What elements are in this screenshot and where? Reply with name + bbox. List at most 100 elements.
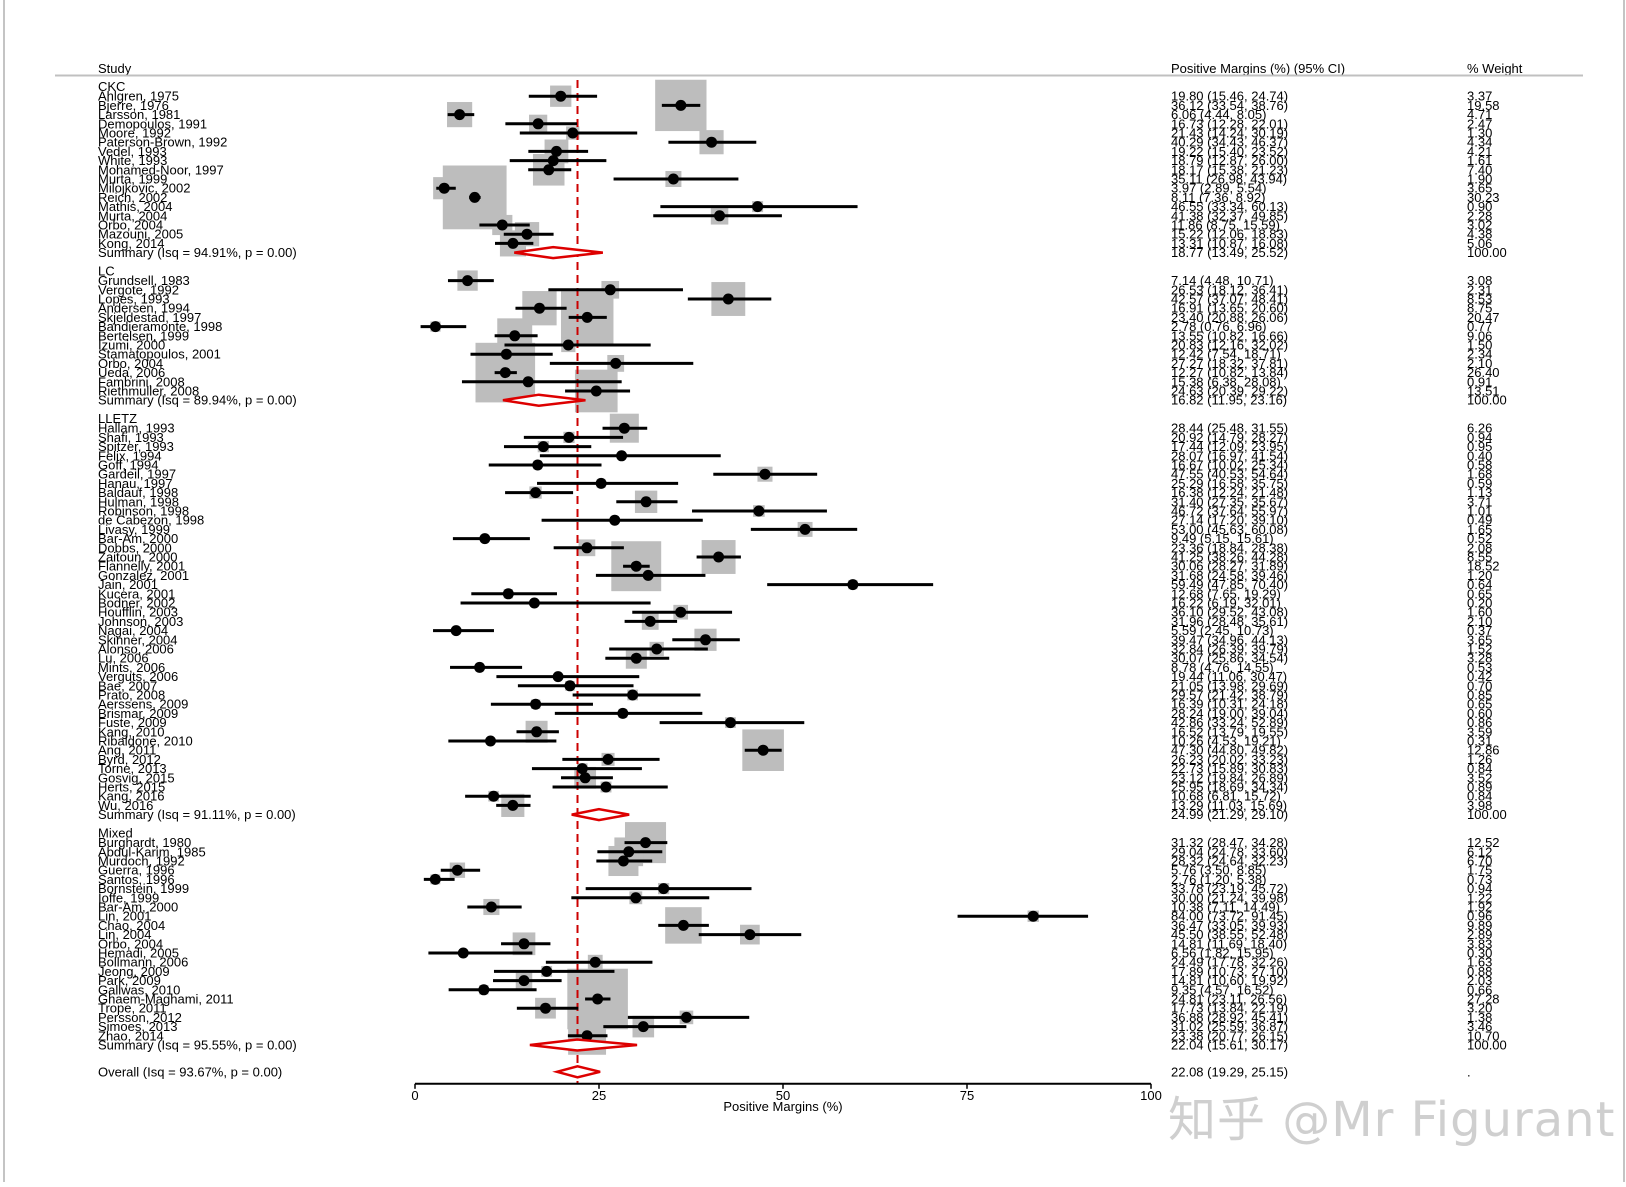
point-estimate (485, 901, 497, 913)
study-ci-text: 36.10 (29.52, 43.08) (1171, 605, 1288, 620)
study-label: de Cabezon, 1998 (98, 513, 204, 528)
point-estimate (488, 790, 500, 802)
point-estimate (581, 542, 593, 554)
point-estimate (630, 892, 642, 904)
point-estimate (602, 753, 614, 765)
header-ci: Positive Margins (%) (95% CI) (1171, 61, 1345, 76)
point-estimate (595, 477, 607, 489)
point-estimate (675, 606, 687, 618)
study-label: Bar-Am, 2000 (98, 531, 178, 546)
study-weight-text: 2.28 (1467, 208, 1492, 223)
overall-weight-text: . (1467, 1064, 1471, 1079)
study-weight-text: 8.53 (1467, 292, 1492, 307)
study-label: Trope, 2011 (98, 1001, 167, 1016)
study-label: Aerssens, 2009 (98, 697, 188, 712)
study-weight-text: 0.91 (1467, 374, 1492, 389)
study-ci-text: 30.00 (21.24, 39.98) (1171, 890, 1288, 905)
point-estimate (617, 855, 629, 867)
point-estimate (500, 348, 512, 360)
study-label: Hallam, 1993 (98, 421, 175, 436)
study-label: Ioffe, 1999 (98, 890, 159, 905)
study-ci-text: 26.23 (20.02, 33.23) (1171, 752, 1288, 767)
study-ci-text: 41.25 (38.26, 44.28) (1171, 550, 1288, 565)
point-estimate (642, 569, 654, 581)
study-ci-text: 17.44 (12.09, 23.95) (1171, 439, 1288, 454)
study-label: Stamatopoulos, 2001 (98, 347, 221, 362)
point-estimate (706, 136, 718, 148)
study-weight-text: 18.52 (1467, 559, 1500, 574)
study-ci-text: 16.22 (6.19, 32.01) (1171, 596, 1281, 611)
study-label: Murta, 1999 (98, 172, 167, 187)
study-ci-text: 22.73 (15.89, 30.83) (1171, 761, 1288, 776)
study-ci-text: 36.12 (33.54, 38.76) (1171, 98, 1288, 113)
point-estimate (640, 837, 652, 849)
study-weight-text: 0.20 (1467, 596, 1492, 611)
study-ci-text: 2.78 (0.76, 6.96) (1171, 319, 1266, 334)
summary-diamond (502, 393, 586, 407)
study-weight-text: 8.75 (1467, 301, 1492, 316)
study-weight-text: 0.49 (1467, 513, 1492, 528)
point-estimate (630, 652, 642, 664)
study-ci-text: 23.12 (19.84, 26.89) (1171, 770, 1288, 785)
study-weight-text: 0.65 (1467, 697, 1492, 712)
study-label: Alonso, 2006 (98, 642, 174, 657)
study-label: Andersen, 1994 (98, 301, 190, 316)
study-ci-text: 21.05 (13.98, 29.69) (1171, 678, 1288, 693)
summary-weight-text: 100.00 (1467, 807, 1507, 822)
summary-ci-text: 24.99 (21.29, 29.10) (1171, 807, 1288, 822)
study-label: Flannelly, 2001 (98, 559, 185, 574)
study-ci-text: 32.84 (26.39, 39.79) (1171, 642, 1288, 657)
point-estimate (744, 929, 756, 941)
study-weight-text: 0.94 (1467, 430, 1492, 445)
study-label: Kucera, 2001 (98, 586, 175, 601)
study-weight-text: 9.89 (1467, 918, 1492, 933)
point-estimate (564, 680, 576, 692)
point-estimate (532, 118, 544, 130)
study-weight-text: 13.51 (1467, 384, 1500, 399)
x-tick-label: 100 (1140, 1088, 1162, 1103)
study-ci-text: 39.47 (34.96, 44.13) (1171, 632, 1288, 647)
study-label: Wu, 2016 (98, 798, 153, 813)
study-ci-text: 16.39 (10.31, 24.18) (1171, 697, 1288, 712)
study-ci-text: 10.68 (6.81, 15.72) (1171, 789, 1281, 804)
point-estimate (640, 496, 652, 508)
summary-weight-text: 100.00 (1467, 245, 1507, 260)
study-weight-text: 7.40 (1467, 162, 1492, 177)
study-ci-text: 8.11 (7.36, 8.92) (1171, 190, 1265, 205)
study-ci-text: 15.22 (12.06, 18.83) (1171, 227, 1288, 242)
study-label: Murdoch, 1992 (98, 854, 185, 869)
summary-ci-text: 18.77 (13.49, 25.52) (1171, 245, 1288, 260)
study-weight-text: 3.46 (1467, 1019, 1492, 1034)
point-estimate (531, 726, 543, 738)
point-estimate (847, 579, 859, 591)
study-label: Hulman, 1998 (98, 494, 179, 509)
study-label: White, 1993 (98, 153, 167, 168)
point-estimate (713, 551, 725, 563)
study-label: Orbo, 2004 (98, 936, 163, 951)
point-estimate (462, 275, 474, 287)
study-ci-text: 24.63 (20.39, 29.22) (1171, 384, 1288, 399)
study-label: Gardeil, 1997 (98, 467, 176, 482)
study-ci-text: 29.04 (24.78, 33.60) (1171, 844, 1288, 859)
point-estimate (579, 772, 591, 784)
point-estimate (651, 643, 663, 655)
study-weight-text: 0.73 (1467, 872, 1492, 887)
study-label: Herts, 2015 (98, 780, 165, 795)
study-ci-text: 42.57 (37.07, 48.41) (1171, 292, 1288, 307)
point-estimate (518, 938, 530, 950)
study-label: Simoes, 2013 (98, 1019, 178, 1034)
study-weight-text: 1.52 (1467, 642, 1492, 657)
study-weight-text: 19.58 (1467, 98, 1500, 113)
point-estimate (609, 514, 621, 526)
study-ci-text: 6.06 (4.44, 8.05) (1171, 107, 1266, 122)
study-weight-text: 0.94 (1467, 881, 1492, 896)
point-estimate (590, 385, 602, 397)
study-weight-text: 1.61 (1467, 153, 1492, 168)
study-label: Gonzalez, 2001 (98, 568, 189, 583)
study-ci-text: 19.44 (11.06, 30.47) (1171, 669, 1287, 684)
study-ci-text: 28.44 (25.48, 31.55) (1171, 421, 1288, 436)
study-weight-text: 2.08 (1467, 540, 1492, 555)
point-estimate (499, 367, 511, 379)
study-weight-text: 3.08 (1467, 273, 1492, 288)
